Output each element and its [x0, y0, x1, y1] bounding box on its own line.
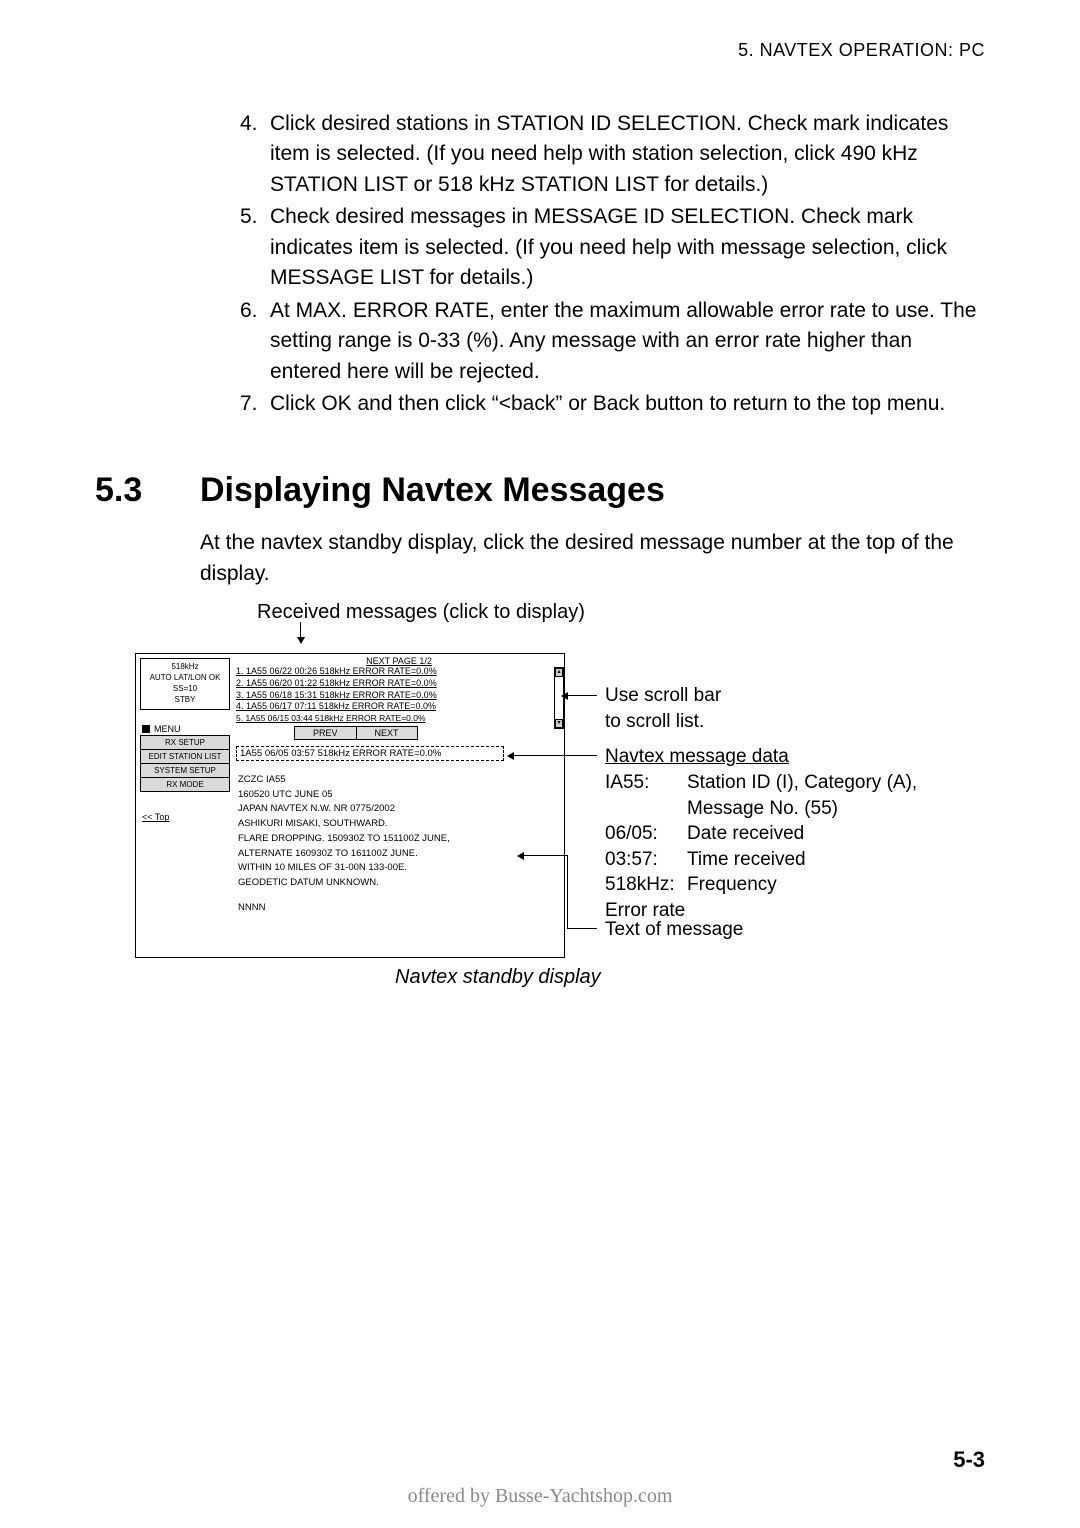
body-line: ZCZC IA55: [238, 773, 564, 788]
step-5: 5. Check desired messages in MESSAGE ID …: [240, 202, 985, 293]
main-panel: NEXT PAGE 1/2 ▴ ▾ 1. 1A55 06/22 00:26 51…: [234, 654, 564, 957]
body-line: WITHIN 10 MILES OF 31-00N 133-00E.: [238, 861, 564, 876]
callout-line: [567, 855, 568, 928]
navtex-figure: 518kHz AUTO LAT/LON OK SS=10 STBY MENU R…: [135, 640, 985, 960]
scroll-down-icon[interactable]: ▾: [555, 719, 563, 728]
next-button[interactable]: NEXT: [356, 726, 418, 740]
menu-label: MENU: [154, 724, 181, 734]
annot-key: 06/05:: [605, 821, 687, 847]
annot-val: Message No. (55): [687, 796, 917, 822]
pointer-line: [300, 622, 301, 638]
step-text: Click OK and then click “<back” or Back …: [270, 389, 985, 419]
next-page-link[interactable]: NEXT PAGE 1/2: [234, 656, 564, 666]
message-body: ZCZC IA55 160520 UTC JUNE 05 JAPAN NAVTE…: [238, 773, 564, 915]
annot-message-data: Navtex message data IA55: Station ID (I)…: [605, 744, 917, 923]
sidebar: 518kHz AUTO LAT/LON OK SS=10 STBY MENU R…: [136, 654, 234, 957]
received-messages-label: Received messages (click to display): [257, 601, 985, 624]
step-7: 7. Click OK and then click “<back” or Ba…: [240, 389, 985, 419]
body-line: NNNN: [238, 901, 564, 916]
callout-line: [567, 928, 597, 929]
annot-val: Date received: [687, 821, 804, 847]
message-row[interactable]: 5. 1A55 06/15 03:44 518kHz ERROR RATE=0.…: [236, 713, 552, 724]
annot-text: to scroll list.: [605, 709, 721, 735]
running-header: 5. NAVTEX OPERATION: PC: [95, 40, 985, 61]
message-row[interactable]: 2. 1A55 06/20 01:22 518kHz ERROR RATE=0.…: [236, 678, 552, 690]
section-title: Displaying Navtex Messages: [200, 471, 665, 510]
status-ss: SS=10: [141, 684, 229, 695]
section-intro: At the navtex standby display, click the…: [200, 528, 985, 589]
body-line: ALTERNATE 160930Z TO 161100Z JUNE.: [238, 847, 564, 862]
annot-val: Time received: [687, 847, 806, 873]
rx-mode-button[interactable]: RX MODE: [140, 777, 230, 792]
annot-key: IA55:: [605, 770, 687, 796]
body-line: 160520 UTC JUNE 05: [238, 788, 564, 803]
status-latlon: AUTO LAT/LON OK: [141, 673, 229, 684]
prev-button[interactable]: PREV: [294, 726, 357, 740]
body-line: JAPAN NAVTEX N.W. NR 0775/2002: [238, 802, 564, 817]
figure-caption: Navtex standby display: [395, 966, 601, 989]
step-num: 4.: [240, 109, 270, 200]
step-4: 4. Click desired stations in STATION ID …: [240, 109, 985, 200]
rx-setup-button[interactable]: RX SETUP: [140, 735, 230, 750]
callout-line: [523, 855, 567, 856]
message-row[interactable]: 4. 1A55 06/17 07:11 518kHz ERROR RATE=0.…: [236, 701, 552, 713]
menu-header: MENU: [142, 724, 234, 734]
top-link[interactable]: << Top: [142, 812, 234, 822]
annot-text: Use scroll bar: [605, 683, 721, 709]
edit-station-list-button[interactable]: EDIT STATION LIST: [140, 749, 230, 764]
annot-scroll: Use scroll bar to scroll list.: [605, 683, 721, 734]
callout-line: [513, 755, 597, 756]
status-freq: 518kHz: [141, 662, 229, 673]
step-text: At MAX. ERROR RATE, enter the maximum al…: [270, 296, 985, 387]
numbered-steps: 4. Click desired stations in STATION ID …: [240, 109, 985, 419]
status-stby: STBY: [141, 695, 229, 706]
status-panel: 518kHz AUTO LAT/LON OK SS=10 STBY: [140, 658, 230, 710]
page-number: 5-3: [953, 1447, 985, 1473]
app-window: 518kHz AUTO LAT/LON OK SS=10 STBY MENU R…: [135, 653, 565, 958]
pager: PREV NEXT: [294, 726, 564, 740]
footer-credit: offered by Busse-Yachtshop.com: [0, 1485, 1080, 1508]
body-line: FLARE DROPPING. 150930Z TO 151100Z JUNE,: [238, 832, 564, 847]
step-6: 6. At MAX. ERROR RATE, enter the maximum…: [240, 296, 985, 387]
selected-message-header: 1A55 06/05 03:57 518kHz ERROR RATE=0.0%: [236, 746, 504, 761]
message-row[interactable]: 3. 1A55 06/18 15:31 518kHz ERROR RATE=0.…: [236, 690, 552, 702]
section-number: 5.3: [95, 471, 200, 510]
step-text: Check desired messages in MESSAGE ID SEL…: [270, 202, 985, 293]
system-setup-button[interactable]: SYSTEM SETUP: [140, 763, 230, 778]
message-list: 1. 1A55 06/22 00:26 518kHz ERROR RATE=0.…: [236, 666, 552, 724]
callout-line: [567, 695, 597, 696]
step-num: 5.: [240, 202, 270, 293]
annot-val: Frequency: [687, 872, 777, 898]
message-row[interactable]: 1. 1A55 06/22 00:26 518kHz ERROR RATE=0.…: [236, 666, 552, 678]
annot-val: Station ID (I), Category (A),: [687, 770, 917, 796]
body-line: GEODETIC DATUM UNKNOWN.: [238, 876, 564, 891]
step-num: 7.: [240, 389, 270, 419]
annot-text-of-message: Text of message: [605, 917, 743, 943]
step-num: 6.: [240, 296, 270, 387]
section-heading: 5.3 Displaying Navtex Messages: [95, 471, 985, 510]
scroll-up-icon[interactable]: ▴: [555, 668, 563, 677]
step-text: Click desired stations in STATION ID SEL…: [270, 109, 985, 200]
body-line: ASHIKURI MISAKI, SOUTHWARD.: [238, 817, 564, 832]
menu-square-icon: [142, 725, 150, 733]
annot-key: 518kHz:: [605, 872, 687, 898]
annot-header: Navtex message data: [605, 744, 917, 770]
annot-key: 03:57:: [605, 847, 687, 873]
